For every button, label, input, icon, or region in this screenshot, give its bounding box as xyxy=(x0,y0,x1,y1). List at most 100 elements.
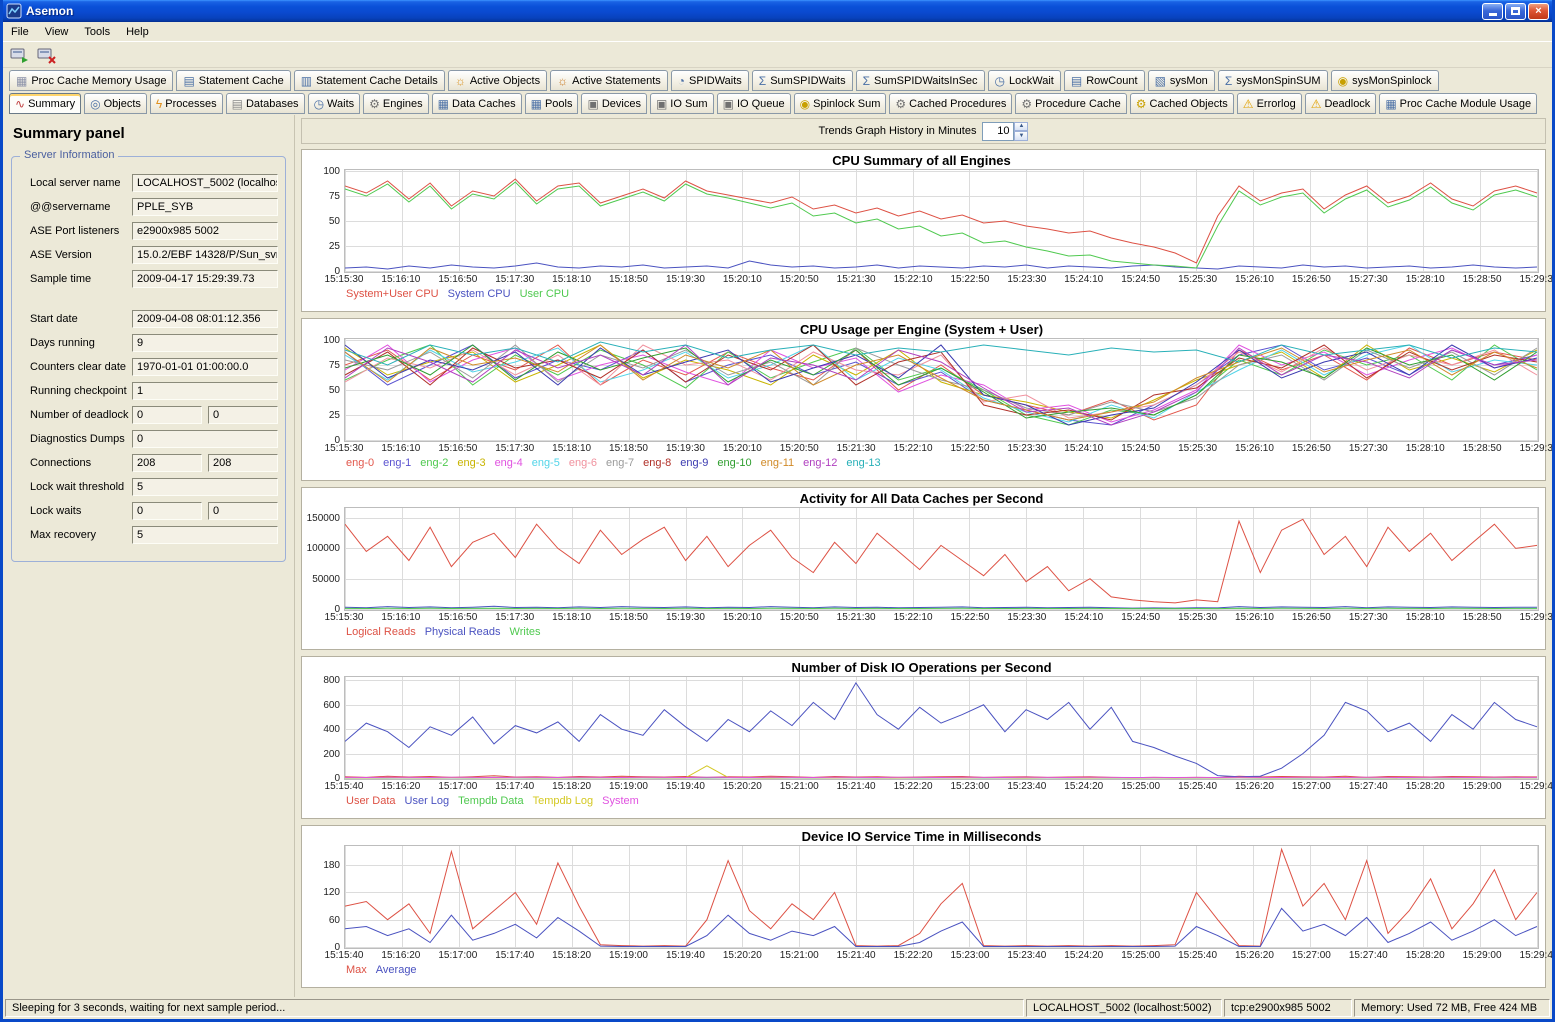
tab-sysmonspinlock[interactable]: ◉ sysMonSpinlock xyxy=(1330,70,1439,91)
maximize-button[interactable] xyxy=(1505,2,1526,20)
tab-spidwaits[interactable]: ◔ SPIDWaits xyxy=(670,70,749,91)
close-button[interactable]: × xyxy=(1528,2,1549,20)
chart-panel-number-of-disk-io-operations-per-second: Number of Disk IO Operations per Second … xyxy=(301,656,1552,819)
x-axis-tick-label: 15:26:50 xyxy=(1291,274,1331,285)
menu-file[interactable]: File xyxy=(11,25,29,38)
menu-help[interactable]: Help xyxy=(126,25,149,38)
field-row-diagnostics-dumps: Diagnostics Dumps 0 xyxy=(18,427,279,451)
legend-item-user-data: User Data xyxy=(346,795,396,807)
tab-label: IO Sum xyxy=(670,97,708,110)
field-value: 15.0.2/EBF 14328/P/Sun_svr xyxy=(132,246,278,264)
legend-item-eng-6: eng-6 xyxy=(568,457,597,469)
sysmon-icon: ▧ xyxy=(1154,73,1166,88)
legend-item-eng-11: eng-11 xyxy=(760,457,795,469)
x-axis-tick-label: 15:25:00 xyxy=(1121,781,1161,792)
tab-proc-cache-memory-usage[interactable]: ▦ Proc Cache Memory Usage xyxy=(9,70,174,91)
x-axis-tick-label: 15:19:40 xyxy=(665,950,705,961)
menu-tools[interactable]: Tools xyxy=(84,25,111,38)
tab-devices[interactable]: ▣ Devices xyxy=(581,93,647,114)
chart-plot xyxy=(344,338,1539,442)
x-axis-tick-label: 15:18:20 xyxy=(552,950,592,961)
chart-canvas xyxy=(345,508,1538,610)
x-axis-tick-label: 15:27:30 xyxy=(1348,612,1388,623)
field-label: ASE Port listeners xyxy=(30,225,120,237)
tab-statement-cache[interactable]: ▤ Statement Cache xyxy=(176,70,291,91)
x-axis-tick-label: 15:23:40 xyxy=(1007,781,1047,792)
tab-active-objects[interactable]: ☼ Active Objects xyxy=(447,70,548,91)
connect-button[interactable] xyxy=(7,44,31,66)
tab-errorlog[interactable]: ⚠ Errorlog xyxy=(1236,93,1302,114)
tab-statement-cache-details[interactable]: ▥ Statement Cache Details xyxy=(293,70,445,91)
trends-minutes-input[interactable]: 10 xyxy=(982,121,1015,141)
tab-spinlock-sum[interactable]: ◉ Spinlock Sum xyxy=(793,93,887,114)
tab-waits[interactable]: ◷ Waits xyxy=(307,93,361,114)
tab-io-queue[interactable]: ▣ IO Queue xyxy=(716,93,791,114)
field-value: e2900x985 5002 xyxy=(132,222,278,240)
x-axis-tick-label: 15:21:00 xyxy=(779,950,819,961)
field-row-days-running: Days running 9 xyxy=(18,331,279,355)
tab-label: Processes xyxy=(165,97,217,110)
tab-rowcount[interactable]: ▤ RowCount xyxy=(1063,70,1145,91)
tab-sumspidwaitsinsec[interactable]: Σ SumSPIDWaitsInSec xyxy=(855,70,985,91)
x-axis-tick-label: 15:16:50 xyxy=(438,274,478,285)
tab-lockwait[interactable]: ◷ LockWait xyxy=(987,70,1061,91)
x-axis-tick-label: 15:29:00 xyxy=(1462,781,1502,792)
tab-proc-cache-module-usage[interactable]: ▦ Proc Cache Module Usage xyxy=(1379,93,1538,114)
y-axis-tick-label: 150000 xyxy=(306,513,340,525)
tab-sysmon[interactable]: ▧ sysMon xyxy=(1147,70,1215,91)
x-axis-tick-label: 15:23:00 xyxy=(950,950,990,961)
tab-pools[interactable]: ▦ Pools xyxy=(524,93,579,114)
tab-deadlock[interactable]: ⚠ Deadlock xyxy=(1304,93,1377,114)
field-value: 1970-01-01 01:00:00.0 xyxy=(132,358,278,376)
tab-objects[interactable]: ◎ Objects xyxy=(84,93,147,114)
x-axis-tick-label: 15:22:10 xyxy=(893,274,933,285)
menu-view[interactable]: View xyxy=(44,25,69,38)
spinner-down-button[interactable]: ▼ xyxy=(1014,131,1029,141)
x-axis-tick-label: 15:20:50 xyxy=(779,612,819,623)
x-axis-tick-label: 15:18:50 xyxy=(609,612,648,623)
server-info-fields: Local server name LOCALHOST_5002 (localho… xyxy=(18,171,279,547)
field-label: @@servername xyxy=(30,201,111,213)
tab-label: Data Caches xyxy=(452,97,516,110)
tab-procedure-cache[interactable]: ⚙ Procedure Cache xyxy=(1015,93,1127,114)
tab-data-caches[interactable]: ▦ Data Caches xyxy=(431,93,522,114)
trends-history-label: Trends Graph History in Minutes xyxy=(818,125,977,137)
field-label: Counters clear date xyxy=(30,361,126,373)
x-axis-tick-label: 15:22:50 xyxy=(950,612,990,623)
status-bar: Sleeping for 3 seconds, waiting for next… xyxy=(3,997,1552,1019)
legend-item-eng-1: eng-1 xyxy=(383,457,412,469)
x-axis-tick-label: 15:16:50 xyxy=(438,612,478,623)
legend-item-logical-reads: Logical Reads xyxy=(346,626,416,638)
legend-item-system-user-cpu: System+User CPU xyxy=(346,288,439,300)
tab-active-statements[interactable]: ☼ Active Statements xyxy=(550,70,668,91)
tab-label: Active Objects xyxy=(469,74,541,87)
tab-engines[interactable]: ⚙ Engines xyxy=(363,93,429,114)
chart-title: Number of Disk IO Operations per Second xyxy=(791,660,1052,675)
disconnect-button[interactable] xyxy=(34,44,58,66)
proc-cache-icon: ▦ xyxy=(16,73,28,88)
y-axis-tick-label: 100 xyxy=(323,335,340,346)
x-axis-tick-label: 15:26:50 xyxy=(1291,612,1331,623)
chart-canvas xyxy=(345,846,1538,948)
x-axis-tick-label: 15:25:30 xyxy=(1178,443,1218,454)
tab-processes[interactable]: ϟ Processes xyxy=(149,93,223,114)
field-label: Local server name xyxy=(30,177,121,189)
y-axis-tick-label: 200 xyxy=(323,748,340,760)
tab-sumspidwaits[interactable]: Σ SumSPIDWaits xyxy=(751,70,853,91)
spinner-up-button[interactable]: ▲ xyxy=(1014,121,1029,131)
x-axis-tick-label: 15:22:20 xyxy=(893,781,933,792)
tab-summary[interactable]: ∿ Summary xyxy=(9,93,82,114)
tab-databases[interactable]: ▤ Databases xyxy=(225,93,305,114)
tab-cached-procedures[interactable]: ⚙ Cached Procedures xyxy=(889,93,1013,114)
sum-spid-waits-insec-icon: Σ xyxy=(862,73,871,88)
minimize-button[interactable] xyxy=(1482,2,1503,20)
field-row-running-checkpoint: Running checkpoint 1 xyxy=(18,379,279,403)
tab-io-sum[interactable]: ▣ IO Sum xyxy=(649,93,714,114)
tab-cached-objects[interactable]: ⚙ Cached Objects xyxy=(1129,93,1234,114)
field-value: 5 xyxy=(132,478,278,496)
tab-label: SPIDWaits xyxy=(689,74,742,87)
spid-waits-icon: ◔ xyxy=(677,73,686,88)
summary-panel-title: Summary panel xyxy=(13,125,125,142)
